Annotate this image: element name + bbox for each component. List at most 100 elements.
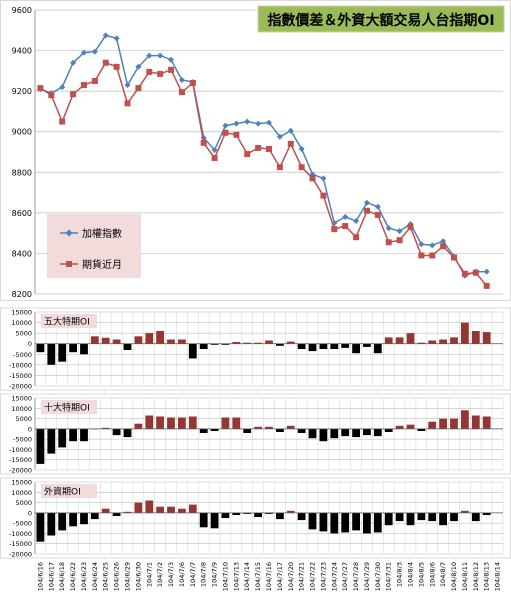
bar-panel-foreign: -20000 -15000 -10000 -5000 0 5000 10000 15000 外資… <box>0 477 511 559</box>
index-point <box>80 49 87 56</box>
x-tick-label: 104/7/22 <box>309 562 317 591</box>
bar <box>330 343 339 349</box>
bar <box>319 512 328 532</box>
bar <box>112 512 121 516</box>
bar-y-tick-label: 15000 <box>11 395 32 403</box>
bar-y-tick-label: 15000 <box>11 479 32 487</box>
bar-y-tick-label: -10000 <box>9 361 32 369</box>
futures-point <box>353 234 360 241</box>
bar <box>461 410 469 429</box>
bar-y-tick-label: 10000 <box>11 319 32 327</box>
bar <box>373 512 382 533</box>
bar-y-tick-label: 0 <box>28 340 32 348</box>
x-tick-label: 104/7/30 <box>374 562 382 591</box>
x-tick-label: 104/7/2 <box>156 562 164 587</box>
x-tick-label: 104/8/6 <box>428 562 436 587</box>
bar <box>417 512 426 521</box>
bar <box>428 340 437 344</box>
bar <box>199 428 208 433</box>
bar <box>232 417 241 429</box>
index-point <box>298 145 305 152</box>
x-tick-label: 104/6/25 <box>102 562 110 591</box>
x-tick-label: 104/8/13 <box>483 562 491 591</box>
futures-point <box>59 118 66 125</box>
futures-point <box>396 237 403 244</box>
index-point <box>70 59 77 66</box>
futures-point <box>168 66 175 73</box>
bar-y-tick-label: -15000 <box>9 372 32 380</box>
x-axis-labels: 104/6/16 104/6/17 104/6/18 104/6/22 104/6/23… <box>36 562 501 591</box>
bar <box>123 428 132 438</box>
bar <box>178 417 186 429</box>
x-tick-label: 104/8/3 <box>396 562 404 587</box>
x-tick-label: 104/7/20 <box>287 562 295 591</box>
bar <box>417 428 426 431</box>
bar <box>265 512 273 514</box>
futures-point <box>483 282 490 289</box>
x-tick-label: 104/7/17 <box>276 562 284 591</box>
x-tick-label: 104/7/24 <box>330 562 338 591</box>
bar <box>461 322 469 344</box>
bar <box>90 512 99 520</box>
bar <box>265 340 273 344</box>
line-y-tick-label: 9000 <box>12 128 32 137</box>
bar-y-tick-label: -10000 <box>9 446 32 454</box>
x-tick-label: 104/7/3 <box>167 562 175 587</box>
legend-marker-futures <box>66 261 72 267</box>
bar-y-tick-label: -20000 <box>9 551 32 559</box>
index-point <box>363 199 370 206</box>
bar <box>341 428 350 437</box>
index-point <box>287 127 294 134</box>
x-tick-label: 104/7/31 <box>385 562 393 591</box>
x-tick-label: 104/8/10 <box>450 562 458 591</box>
bar <box>352 512 360 531</box>
bar-y-tick-label: -10000 <box>9 530 32 538</box>
bar <box>167 339 175 344</box>
bar <box>232 512 241 515</box>
panel-label-box <box>41 484 97 498</box>
bar <box>36 428 45 464</box>
futures-point <box>363 207 370 214</box>
bar-y-tick-label: -15000 <box>9 540 32 548</box>
bar <box>439 418 447 429</box>
line-y-tick-label: 9400 <box>12 47 32 56</box>
bar-y-tick-label: -20000 <box>9 467 32 475</box>
x-tick-label: 104/6/22 <box>69 562 77 591</box>
index-point <box>440 238 447 245</box>
bar <box>471 512 480 522</box>
bar <box>482 416 491 429</box>
bar <box>69 343 77 353</box>
x-tick-label: 104/7/13 <box>232 562 240 591</box>
line-y-tick-label: 8200 <box>12 290 32 299</box>
bar <box>330 512 339 534</box>
bar <box>178 508 186 513</box>
index-point <box>222 122 229 129</box>
bar <box>330 428 339 439</box>
index-point <box>168 56 175 63</box>
bar <box>373 428 382 437</box>
bar <box>406 512 415 526</box>
bar <box>297 512 306 521</box>
bar <box>47 428 56 454</box>
x-tick-label: 104/8/11 <box>461 562 469 591</box>
bar <box>145 500 154 513</box>
bar <box>112 339 121 344</box>
bar <box>69 512 77 527</box>
bar <box>134 502 143 513</box>
futures-point <box>189 80 196 87</box>
futures-point <box>407 224 414 231</box>
bar <box>58 343 67 362</box>
bar <box>254 342 262 344</box>
x-tick-label: 104/7/6 <box>178 562 186 587</box>
line-y-tick-label: 8800 <box>12 168 32 177</box>
index-point <box>113 35 120 42</box>
futures-point <box>48 92 55 99</box>
bar <box>243 428 252 433</box>
bar <box>167 417 175 429</box>
bar <box>210 512 219 529</box>
bar <box>308 512 317 530</box>
index-point <box>276 133 283 140</box>
bar-y-tick-label: 0 <box>28 425 32 433</box>
panel-label-box <box>41 314 97 328</box>
futures-point <box>200 139 207 146</box>
